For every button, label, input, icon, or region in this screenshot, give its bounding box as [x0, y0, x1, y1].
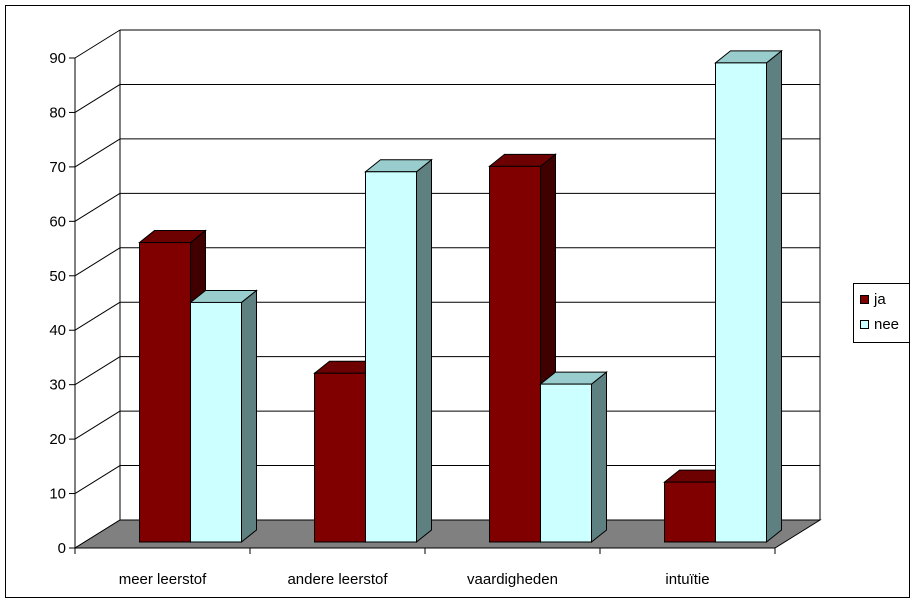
legend-item-ja: ja — [860, 290, 886, 308]
x-tick-label: meer leerstof — [119, 571, 207, 588]
side-grid-line — [74, 29, 121, 59]
legend-label-nee: nee — [874, 315, 900, 333]
side-grid-line — [74, 356, 121, 386]
bar-nee — [190, 301, 242, 543]
y-tick-label: 20 — [49, 431, 66, 448]
y-tick-label: 80 — [49, 104, 66, 121]
side-grid-line — [74, 247, 121, 277]
legend: ja nee — [853, 283, 910, 343]
y-tick-label: 10 — [49, 486, 66, 503]
bar-ja — [314, 372, 366, 543]
side-grid-line — [74, 301, 121, 331]
y-tick-label: 0 — [58, 540, 66, 557]
x-tick-label: vaardigheden — [467, 571, 558, 588]
bar-ja — [489, 165, 541, 543]
y-tick-label: 60 — [49, 213, 66, 230]
legend-item-nee: nee — [860, 315, 899, 333]
bar-nee — [365, 171, 417, 543]
side-grid-line — [74, 410, 121, 440]
bar-side — [766, 49, 782, 544]
legend-swatch-ja — [860, 294, 869, 304]
bar-ja — [664, 481, 716, 543]
bar-ja — [139, 242, 191, 543]
side-grid-line — [74, 138, 121, 168]
bar-side — [416, 158, 432, 544]
legend-label-ja: ja — [874, 290, 886, 308]
y-tick-label: 90 — [49, 50, 66, 67]
y-tick-label: 50 — [49, 268, 66, 285]
y-tick-label: 70 — [49, 159, 66, 176]
side-grid-line — [74, 192, 121, 222]
x-tick-label: andere leerstof — [287, 571, 388, 588]
bar-side — [241, 289, 257, 544]
bar-nee — [715, 62, 767, 543]
side-grid-line — [74, 465, 121, 494]
y-tick-label: 30 — [49, 377, 66, 394]
bar-side — [591, 371, 607, 544]
side-grid-line — [74, 84, 121, 113]
y-tick-label: 40 — [49, 322, 66, 339]
legend-swatch-nee — [860, 319, 869, 329]
x-tick-label: intuïtie — [665, 571, 709, 588]
bar-nee — [540, 383, 592, 543]
floor — [73, 519, 822, 549]
